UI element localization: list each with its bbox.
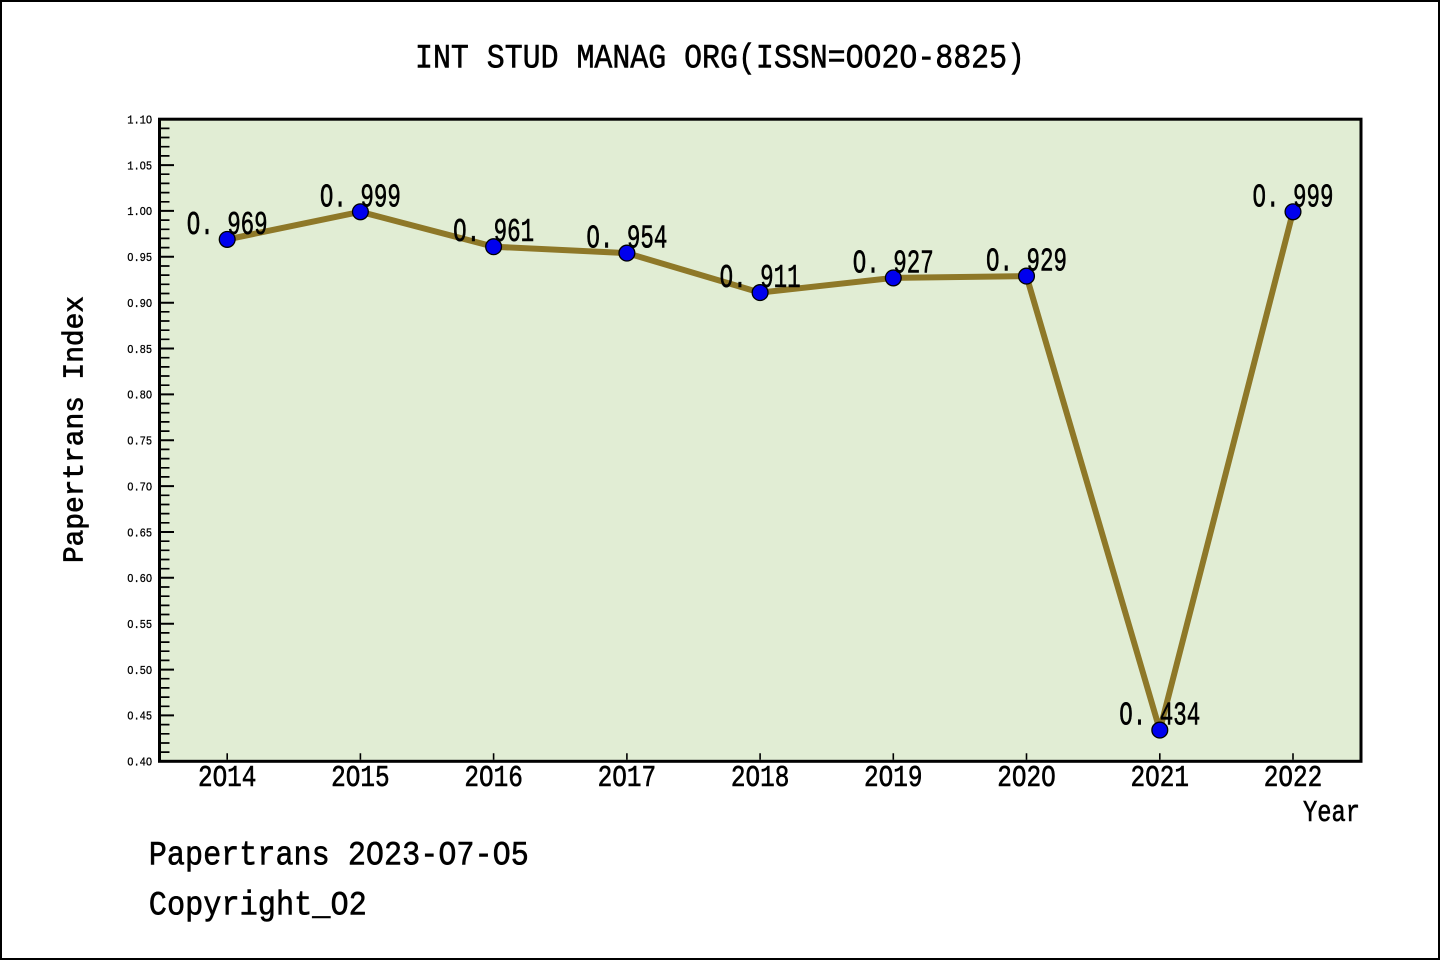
- svg-text:INT STUD MANAG ORG(ISSN=OO2O-8: INT STUD MANAG ORG(ISSN=OO2O-8825): [415, 40, 1025, 79]
- svg-text:O. 954: O. 954: [586, 221, 667, 258]
- svg-text:O. 911: O. 911: [720, 260, 801, 297]
- svg-text:O. 999: O. 999: [320, 179, 401, 216]
- svg-text:O.5O: O.5O: [127, 664, 152, 678]
- svg-text:2O19: 2O19: [864, 761, 923, 796]
- svg-text:Papertrans 2O23-O7-O5: Papertrans 2O23-O7-O5: [149, 837, 529, 876]
- svg-text:O.4O: O.4O: [127, 756, 152, 770]
- svg-text:O.6O: O.6O: [127, 572, 152, 586]
- svg-text:O. 929: O. 929: [986, 244, 1067, 281]
- svg-text:2O21: 2O21: [1131, 761, 1190, 796]
- svg-text:1.O5: 1.O5: [127, 159, 152, 173]
- svg-text:O. 434: O. 434: [1119, 698, 1200, 735]
- svg-text:O. 999: O. 999: [1253, 179, 1334, 216]
- svg-text:1.1O: 1.1O: [127, 114, 152, 128]
- svg-text:2O16: 2O16: [464, 761, 523, 796]
- svg-text:2O18: 2O18: [731, 761, 790, 796]
- svg-text:2O15: 2O15: [331, 761, 390, 796]
- svg-text:O.55: O.55: [127, 618, 152, 632]
- svg-text:2O17: 2O17: [598, 761, 657, 796]
- svg-text:O.65: O.65: [127, 526, 152, 540]
- svg-text:Copyright_O2: Copyright_O2: [149, 887, 367, 926]
- svg-text:O. 927: O. 927: [853, 245, 934, 282]
- svg-text:O.45: O.45: [127, 710, 152, 724]
- svg-text:2O22: 2O22: [1264, 761, 1323, 796]
- svg-text:1.OO: 1.OO: [127, 205, 152, 219]
- svg-text:O.8O: O.8O: [127, 389, 152, 403]
- svg-text:O.9O: O.9O: [127, 297, 152, 311]
- svg-text:Year: Year: [1303, 797, 1360, 831]
- svg-text:O.75: O.75: [127, 435, 152, 449]
- svg-text:O.85: O.85: [127, 343, 152, 357]
- svg-text:O.7O: O.7O: [127, 480, 152, 494]
- svg-text:O.95: O.95: [127, 251, 152, 265]
- svg-text:Papertrans Index: Papertrans Index: [59, 296, 92, 563]
- svg-text:O. 961: O. 961: [453, 214, 534, 251]
- svg-text:O. 969: O. 969: [187, 207, 268, 244]
- svg-text:2O14: 2O14: [198, 761, 257, 796]
- svg-text:2O2O: 2O2O: [997, 761, 1056, 796]
